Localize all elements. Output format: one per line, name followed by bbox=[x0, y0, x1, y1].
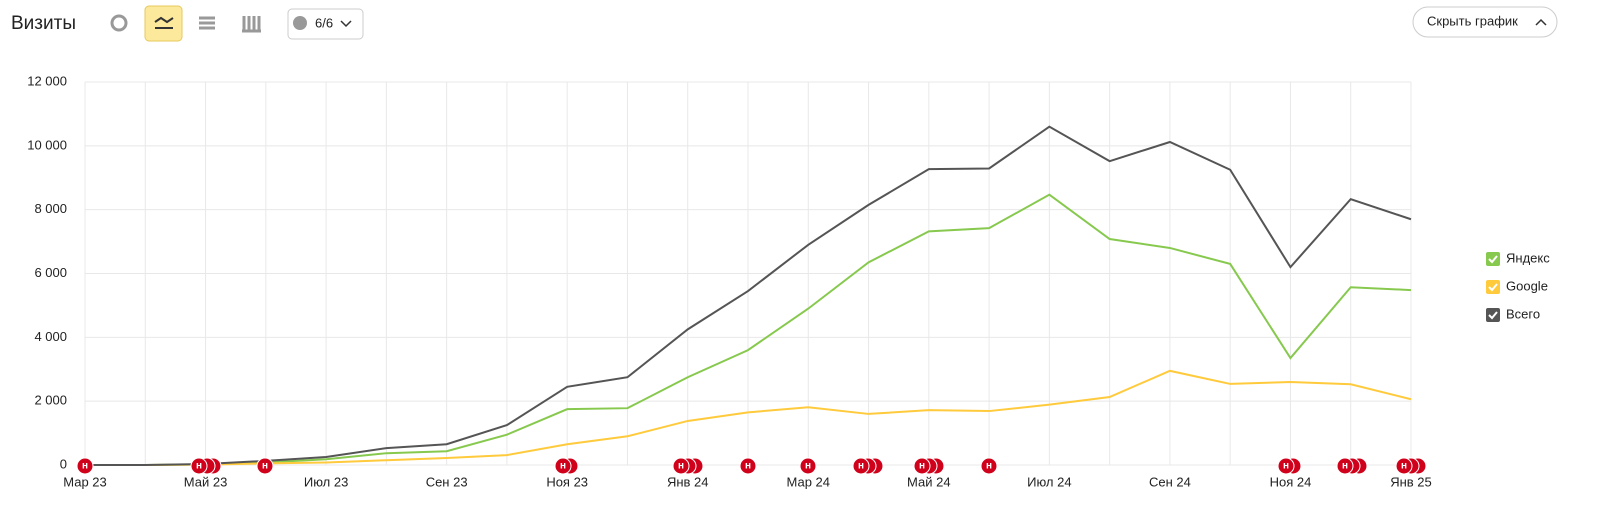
note-marker-label: н bbox=[560, 461, 566, 472]
y-tick-label: 2 000 bbox=[34, 393, 67, 408]
note-marker[interactable] bbox=[980, 457, 998, 475]
legend-label: Яндекс bbox=[1506, 250, 1550, 265]
note-marker[interactable] bbox=[913, 457, 931, 475]
note-marker-label: н bbox=[1401, 461, 1407, 472]
y-tick-label: 8 000 bbox=[34, 201, 67, 216]
chart-type-bar[interactable] bbox=[242, 16, 261, 33]
x-tick-label: Мар 24 bbox=[787, 474, 831, 489]
comments-button[interactable] bbox=[287, 8, 364, 40]
note-marker[interactable] bbox=[1395, 457, 1413, 475]
x-tick-label: Ноя 24 bbox=[1270, 474, 1312, 489]
note-marker-label: н bbox=[1283, 461, 1289, 472]
y-tick-label: 0 bbox=[60, 456, 67, 471]
note-marker-label: н bbox=[986, 461, 992, 472]
y-tick-label: 6 000 bbox=[34, 265, 67, 280]
note-marker[interactable] bbox=[799, 457, 817, 475]
note-marker-label: н bbox=[745, 461, 751, 472]
note-marker-label: н bbox=[262, 461, 268, 472]
note-marker[interactable] bbox=[256, 457, 274, 475]
legend-checkbox[interactable] bbox=[1486, 308, 1500, 322]
chart-type-area[interactable] bbox=[199, 16, 215, 30]
chart-type-line[interactable] bbox=[144, 5, 183, 42]
hide-chart-button[interactable] bbox=[1412, 6, 1558, 38]
series-line bbox=[85, 193, 1412, 466]
x-tick-label: Янв 24 bbox=[667, 474, 709, 489]
note-marker[interactable] bbox=[76, 457, 94, 475]
y-tick-label: 4 000 bbox=[34, 329, 67, 344]
x-tick-label: Май 23 bbox=[184, 474, 228, 489]
note-marker-label: н bbox=[919, 461, 925, 472]
chevron-up bbox=[1535, 18, 1547, 26]
check-mark bbox=[1488, 255, 1498, 264]
note-marker[interactable] bbox=[1336, 457, 1354, 475]
series-line bbox=[85, 369, 1412, 466]
legend-checkbox[interactable] bbox=[1486, 252, 1500, 266]
legend-label: Google bbox=[1506, 278, 1548, 293]
note-marker[interactable] bbox=[554, 457, 572, 475]
note-marker-label: н bbox=[82, 461, 88, 472]
note-marker[interactable] bbox=[672, 457, 690, 475]
note-marker-label: н bbox=[196, 461, 202, 472]
x-tick-label: Ноя 23 bbox=[546, 474, 588, 489]
plot: Мар 23 Май 23 Июл 23 Сен 23 Ноя 23 Янв 24 Мар … bbox=[27, 73, 1432, 489]
x-tick-label: Июл 23 bbox=[304, 474, 348, 489]
comment-icon bbox=[293, 16, 307, 30]
x-tick-label: Май 24 bbox=[907, 474, 951, 489]
comments-count: 6/6 bbox=[315, 15, 333, 30]
title: Визиты bbox=[11, 13, 76, 34]
note-marker[interactable] bbox=[852, 457, 870, 475]
x-tick-label: Сен 24 bbox=[1149, 474, 1191, 489]
y-tick-label: 12 000 bbox=[27, 73, 67, 88]
x-tick-label: Июл 24 bbox=[1027, 474, 1071, 489]
line-icon bbox=[154, 16, 174, 29]
x-tick-label: Янв 25 bbox=[1390, 474, 1432, 489]
check-mark bbox=[1488, 311, 1498, 320]
note-marker-label: н bbox=[858, 461, 864, 472]
legend-checkbox[interactable] bbox=[1486, 280, 1500, 294]
note-marker-label: н bbox=[678, 461, 684, 472]
chevron bbox=[340, 20, 352, 28]
note-marker-label: н bbox=[805, 461, 811, 472]
note-marker[interactable] bbox=[739, 457, 757, 475]
x-tick-label: Сен 23 bbox=[426, 474, 468, 489]
note-marker-label: н bbox=[1342, 461, 1348, 472]
note-marker[interactable] bbox=[1277, 457, 1295, 475]
x-tick-label: Мар 23 bbox=[63, 474, 107, 489]
chart-type-pie[interactable] bbox=[110, 14, 128, 32]
series-line bbox=[85, 125, 1412, 466]
check-mark bbox=[1488, 283, 1498, 292]
legend-label: Всего bbox=[1506, 306, 1540, 321]
note-marker[interactable] bbox=[190, 457, 208, 475]
y-tick-label: 10 000 bbox=[27, 137, 67, 152]
hide-chart-label: Скрыть график bbox=[1427, 13, 1518, 28]
